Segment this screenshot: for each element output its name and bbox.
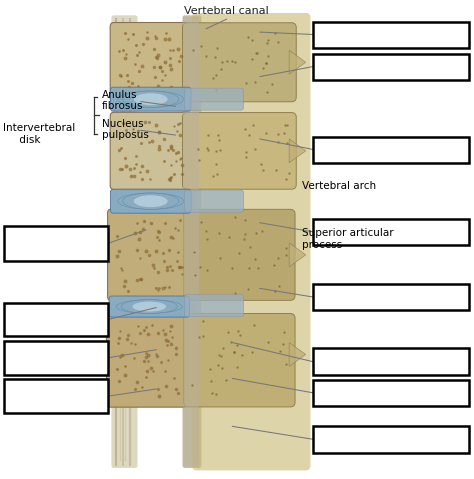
FancyBboxPatch shape: [192, 13, 310, 470]
Bar: [313, 219, 469, 245]
Bar: [313, 54, 469, 80]
FancyBboxPatch shape: [110, 23, 191, 102]
Bar: [313, 22, 469, 48]
FancyBboxPatch shape: [184, 190, 244, 212]
FancyBboxPatch shape: [182, 15, 201, 468]
FancyBboxPatch shape: [184, 88, 244, 110]
Text: Vertebral canal: Vertebral canal: [184, 6, 269, 16]
FancyBboxPatch shape: [183, 17, 199, 467]
Bar: [313, 284, 469, 310]
Polygon shape: [289, 243, 306, 267]
Bar: [4, 226, 108, 261]
Text: Anulus
fibrosus: Anulus fibrosus: [102, 90, 144, 112]
Bar: [313, 426, 469, 453]
Polygon shape: [289, 50, 306, 74]
Text: Intervertebral
     disk: Intervertebral disk: [3, 123, 75, 145]
FancyBboxPatch shape: [109, 296, 190, 317]
FancyBboxPatch shape: [182, 23, 296, 102]
FancyBboxPatch shape: [106, 313, 187, 407]
FancyBboxPatch shape: [108, 209, 191, 301]
Ellipse shape: [132, 302, 166, 311]
Bar: [313, 137, 469, 163]
Ellipse shape: [134, 93, 168, 105]
Text: Vertebral arch: Vertebral arch: [302, 181, 376, 191]
FancyBboxPatch shape: [110, 87, 191, 111]
Bar: [4, 379, 108, 413]
FancyBboxPatch shape: [182, 113, 296, 189]
FancyBboxPatch shape: [111, 15, 137, 468]
Bar: [4, 303, 108, 336]
Text: Superior articular
process: Superior articular process: [302, 228, 394, 250]
FancyBboxPatch shape: [184, 314, 295, 407]
Bar: [4, 341, 108, 375]
FancyBboxPatch shape: [110, 189, 191, 213]
Polygon shape: [289, 342, 306, 366]
Bar: [313, 380, 469, 406]
FancyBboxPatch shape: [184, 295, 244, 317]
Polygon shape: [289, 139, 306, 163]
Bar: [313, 348, 469, 375]
Ellipse shape: [134, 195, 168, 207]
FancyBboxPatch shape: [184, 209, 295, 300]
FancyBboxPatch shape: [110, 113, 191, 190]
Text: Nucleus
pulposus: Nucleus pulposus: [102, 118, 149, 140]
